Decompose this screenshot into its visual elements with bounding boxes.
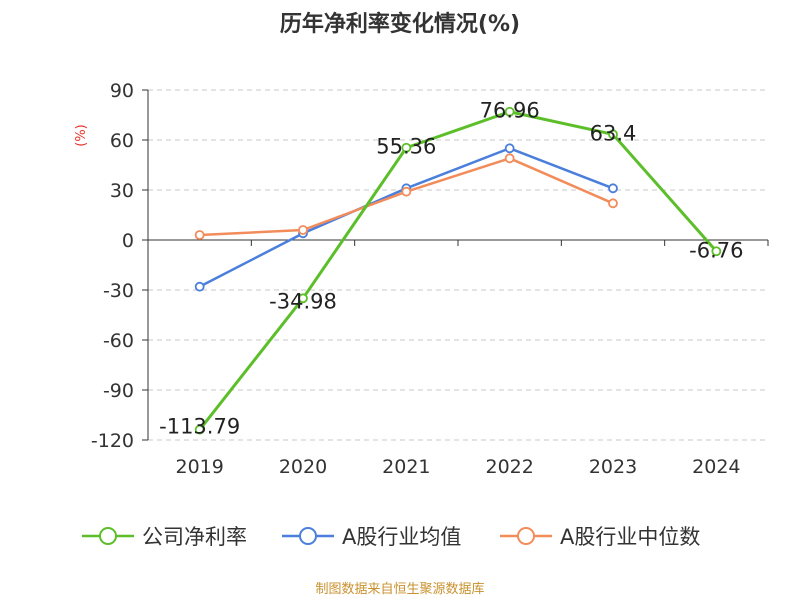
chart-title: 历年净利率变化情况(%) [279, 12, 521, 37]
data-point [194, 230, 205, 240]
y-tick-label: 60 [110, 130, 134, 152]
data-point [504, 153, 515, 164]
x-tick-label: 2022 [485, 456, 533, 478]
data-point [608, 183, 618, 194]
data-label: -113.79 [159, 415, 240, 439]
data-point [401, 142, 412, 153]
data-point [194, 424, 205, 435]
x-tick-label: 2020 [279, 456, 327, 478]
data-point [401, 186, 412, 197]
y-tick-label: -30 [103, 280, 134, 302]
y-tick-label: -120 [91, 430, 134, 452]
y-tick-label: 30 [110, 180, 134, 202]
legend-swatch-marker [99, 527, 117, 545]
series-line [198, 110, 718, 431]
data-source: 制图数据来自恒生聚源数据库 [315, 582, 485, 597]
series-line [199, 147, 614, 288]
legend-swatch-marker [299, 527, 317, 545]
data-point [711, 246, 722, 257]
data-point [504, 143, 515, 154]
y-tick-label: 0 [122, 230, 134, 252]
data-label: 55.36 [376, 135, 436, 159]
x-tick-label: 2019 [175, 456, 223, 478]
data-point [608, 198, 618, 209]
legend-swatch-marker [517, 527, 535, 545]
data-point [298, 225, 308, 235]
data-label: -6.76 [689, 238, 743, 262]
x-tick-label: 2023 [589, 456, 637, 478]
y-tick-label: 90 [110, 80, 134, 102]
data-point [298, 293, 308, 304]
data-point [504, 106, 515, 117]
y-tick-label: -60 [103, 330, 134, 352]
data-label: 76.96 [480, 99, 540, 123]
legend-label: A股行业中位数 [560, 525, 700, 549]
x-tick-label: 2024 [692, 456, 740, 478]
x-tick-label: 2021 [382, 456, 430, 478]
legend-label: A股行业均值 [342, 525, 461, 549]
data-point [194, 281, 205, 292]
y-tick-label: -90 [103, 380, 134, 402]
legend-label: 公司净利率 [142, 525, 247, 549]
series-line [199, 157, 614, 237]
data-label: 63.4 [590, 121, 637, 145]
data-label: -34.98 [269, 289, 337, 313]
data-point [608, 129, 618, 140]
